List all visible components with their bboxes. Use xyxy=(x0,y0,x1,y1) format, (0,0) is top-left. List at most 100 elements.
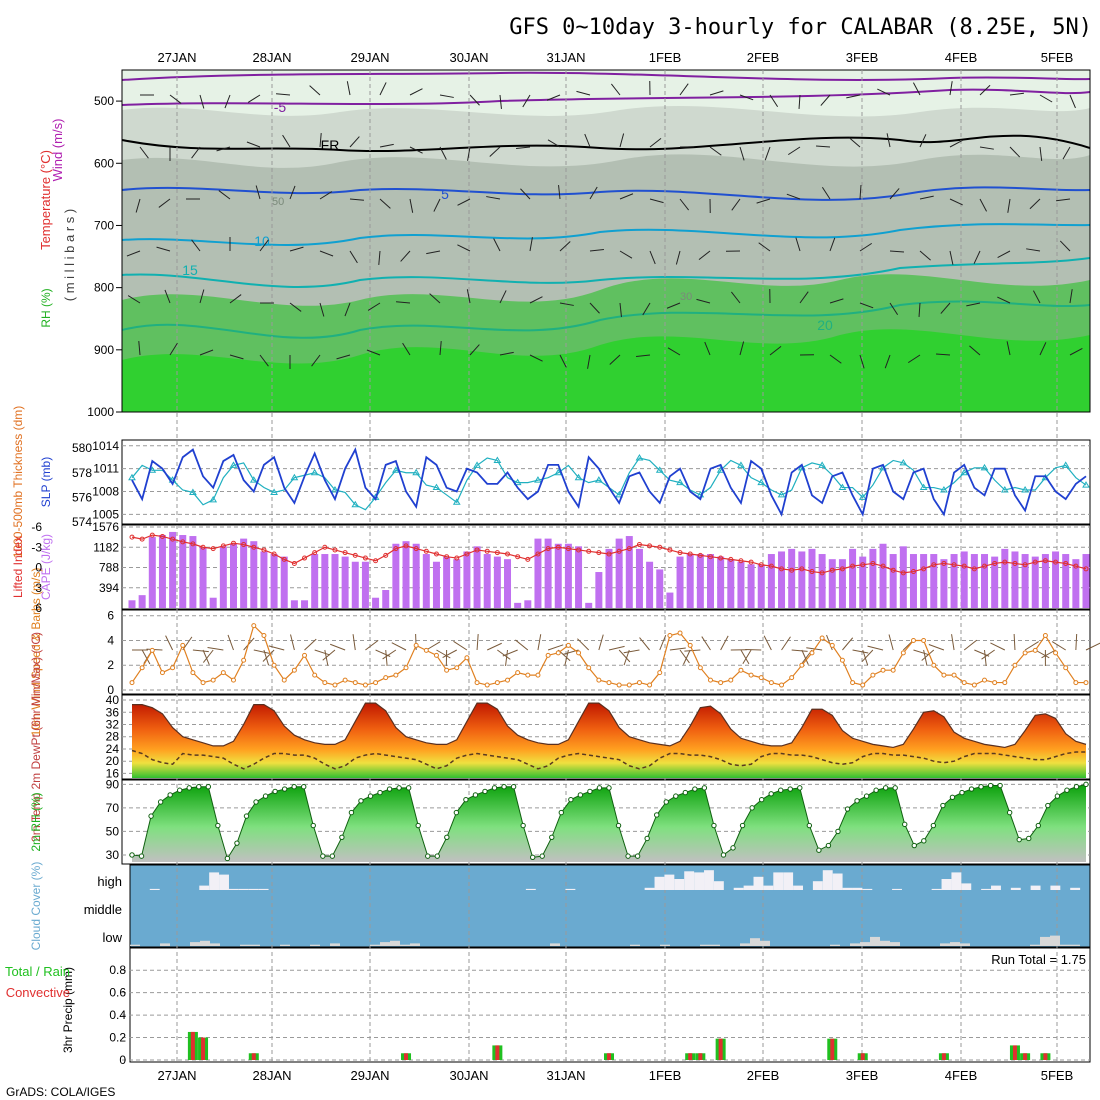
wind-barb xyxy=(276,93,291,96)
lifted-index-point xyxy=(738,558,744,564)
wind-barb xyxy=(730,291,741,304)
wind-barb xyxy=(396,301,411,304)
wind-barb xyxy=(439,146,447,160)
cloud-high-cell xyxy=(1030,885,1041,890)
wind10m-point xyxy=(789,675,795,681)
lifted-index-point xyxy=(1012,560,1018,566)
lifted-index-point xyxy=(139,536,145,542)
cape-bar xyxy=(219,546,227,608)
cape-bar xyxy=(443,556,451,608)
pressure-tick-label: 1000 xyxy=(87,405,114,419)
cape-bar xyxy=(331,554,339,608)
cloud-low-cell xyxy=(400,944,410,946)
lifted-index-point xyxy=(728,556,734,562)
wind-barb xyxy=(289,185,296,200)
wind-barb xyxy=(547,139,561,148)
rh2m-point xyxy=(529,854,536,860)
lifted-index-point xyxy=(393,546,399,552)
wind10m-axis-label: 10m Wind Speed & Barbs (m/s) xyxy=(29,568,43,737)
lifted-index-point xyxy=(931,562,937,568)
cloud-high-cell xyxy=(664,874,675,890)
bottom-date-label: 4FEB xyxy=(945,1068,978,1083)
thickness-point xyxy=(270,488,278,495)
wind-barb xyxy=(849,137,861,148)
wind-barb xyxy=(379,198,391,209)
wind10m-barb xyxy=(842,637,854,651)
rh2m-point xyxy=(816,847,822,853)
lifted-index-point xyxy=(210,546,216,552)
wind-barb xyxy=(409,88,423,96)
cloud-low-cell xyxy=(1040,936,1050,946)
rh-shading xyxy=(122,106,1090,412)
lifted-index-point xyxy=(839,566,845,572)
rh2m-point xyxy=(615,822,622,829)
cloud-low-cell xyxy=(210,943,220,946)
cloud-high-cell xyxy=(892,888,902,890)
rh2m-point xyxy=(1054,793,1061,799)
wind-barb xyxy=(169,94,182,104)
wind-barb xyxy=(859,354,865,369)
wind10m-point xyxy=(342,677,348,683)
thickness-axis-label: 1000-500mb Thickness (dm) xyxy=(11,406,25,559)
wind10m-barb xyxy=(141,649,151,665)
rh2m-point xyxy=(1035,822,1042,829)
cloud-high-cell xyxy=(852,887,863,890)
wind-barb xyxy=(439,94,454,98)
thickness-point xyxy=(249,476,258,483)
cloud-high-label: high xyxy=(97,874,122,889)
bottom-date-label: 31JAN xyxy=(546,1068,585,1083)
wind-barb xyxy=(820,94,831,106)
wind-barb xyxy=(349,250,358,264)
cloud-low-cell xyxy=(760,940,770,946)
rh2m-point xyxy=(806,822,813,829)
cape-bar xyxy=(930,554,938,608)
lifted-index-point xyxy=(159,533,165,539)
wind10m-point xyxy=(433,652,439,658)
lifted-index-point xyxy=(444,554,450,560)
cape-bar xyxy=(473,546,481,608)
thickness-point xyxy=(1082,481,1090,488)
thickness-point xyxy=(452,498,461,505)
cloud-high-cell xyxy=(743,885,754,890)
wind-barb xyxy=(499,94,502,109)
precip-tick-label: 0.2 xyxy=(109,1031,126,1045)
thickness-point xyxy=(513,478,522,486)
wind10m-point xyxy=(444,667,450,673)
cape-bar xyxy=(727,559,735,608)
cape-bar xyxy=(240,538,248,608)
cape-bar xyxy=(899,546,907,608)
rh2m-point xyxy=(568,796,574,803)
thickness-tick-label: 578 xyxy=(72,466,92,480)
wind-barb xyxy=(649,137,662,148)
lifted-index-point xyxy=(576,547,582,553)
rh2m-point xyxy=(701,785,708,791)
thickness-point xyxy=(655,466,664,473)
wind10m-barb xyxy=(192,649,209,653)
wind-barb xyxy=(346,81,351,96)
thickness-point xyxy=(229,461,238,468)
cape-bar xyxy=(199,547,207,608)
wind-barb xyxy=(979,84,991,96)
wind10m-point xyxy=(474,680,480,686)
cloud-high-cell xyxy=(991,885,1001,890)
wind10m-point xyxy=(200,680,206,686)
wind10m-barb xyxy=(639,637,650,651)
pressure-tick-label: 500 xyxy=(94,94,114,108)
wind10m-tick-label: 2 xyxy=(107,658,114,672)
wind10m-point xyxy=(423,647,429,653)
temp2m-axis-label: 2m Temp 2m DewPt (6hr Min/Max) (°C) xyxy=(29,632,43,842)
wind10m-point xyxy=(809,650,815,656)
wind10m-point xyxy=(373,680,379,686)
wind-barb xyxy=(886,133,891,148)
rh2m-point xyxy=(339,834,345,840)
cloud-low-cell xyxy=(280,944,290,946)
wind-barb xyxy=(739,341,745,356)
temp2m-tick-label: 16 xyxy=(106,766,120,780)
cloud-high-cell xyxy=(981,888,992,890)
cape-bar xyxy=(321,554,329,608)
cape-bar xyxy=(767,554,775,608)
wind10m-point xyxy=(149,647,155,653)
wind-barb xyxy=(787,146,801,156)
wind-barb xyxy=(379,82,387,96)
rh2m-point xyxy=(1016,836,1022,843)
